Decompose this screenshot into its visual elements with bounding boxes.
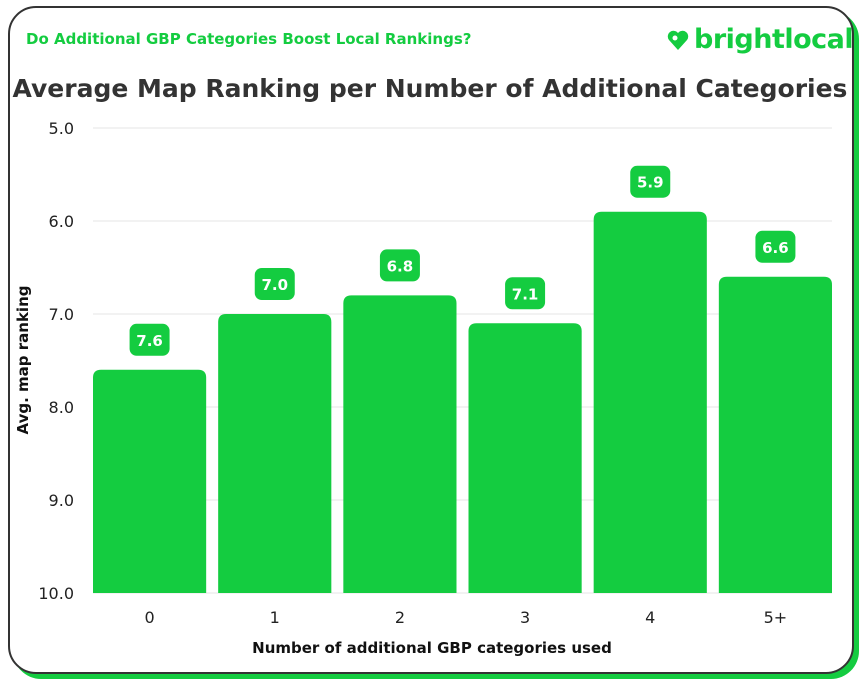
x-tick-label: 3	[520, 608, 530, 627]
data-label-box	[630, 165, 671, 198]
bar	[593, 211, 707, 593]
y-tick-label: 9.0	[49, 491, 74, 510]
logo-text: brightlocal	[694, 24, 854, 55]
x-tick-label: 1	[270, 608, 280, 627]
y-tick-label: 7.0	[49, 305, 74, 324]
y-tick-label: 8.0	[49, 398, 74, 417]
y-axis-label: Avg. map ranking	[14, 286, 32, 435]
data-label-box	[129, 323, 170, 356]
subtitle: Do Additional GBP Categories Boost Local…	[26, 30, 472, 48]
x-tick-label: 2	[395, 608, 405, 627]
data-label: 7.6	[136, 332, 163, 350]
y-tick-label: 10.0	[38, 584, 74, 603]
y-tick-label: 6.0	[49, 212, 74, 231]
data-label: 6.6	[762, 239, 789, 257]
bar	[468, 323, 582, 593]
bar	[343, 295, 457, 593]
data-label-box	[254, 268, 295, 300]
x-tick-label: 5+	[764, 608, 788, 627]
heart-pin-icon	[667, 30, 689, 50]
x-axis-label: Number of additional GBP categories used	[252, 639, 612, 657]
bar	[93, 369, 207, 593]
data-label: 7.0	[261, 276, 288, 294]
data-label: 7.1	[512, 285, 539, 303]
x-tick-label: 4	[645, 608, 655, 627]
chart-title: Average Map Ranking per Number of Additi…	[12, 74, 848, 103]
y-tick-label: 5.0	[49, 119, 74, 138]
data-label: 6.8	[387, 257, 414, 275]
bar	[718, 276, 832, 593]
data-label: 5.9	[637, 174, 664, 192]
data-label-box	[379, 249, 420, 282]
data-label-box	[505, 277, 546, 310]
data-label-box	[755, 230, 796, 263]
bar	[218, 314, 332, 593]
x-tick-label: 0	[144, 608, 154, 627]
brightlocal-logo: brightlocal	[666, 24, 854, 55]
